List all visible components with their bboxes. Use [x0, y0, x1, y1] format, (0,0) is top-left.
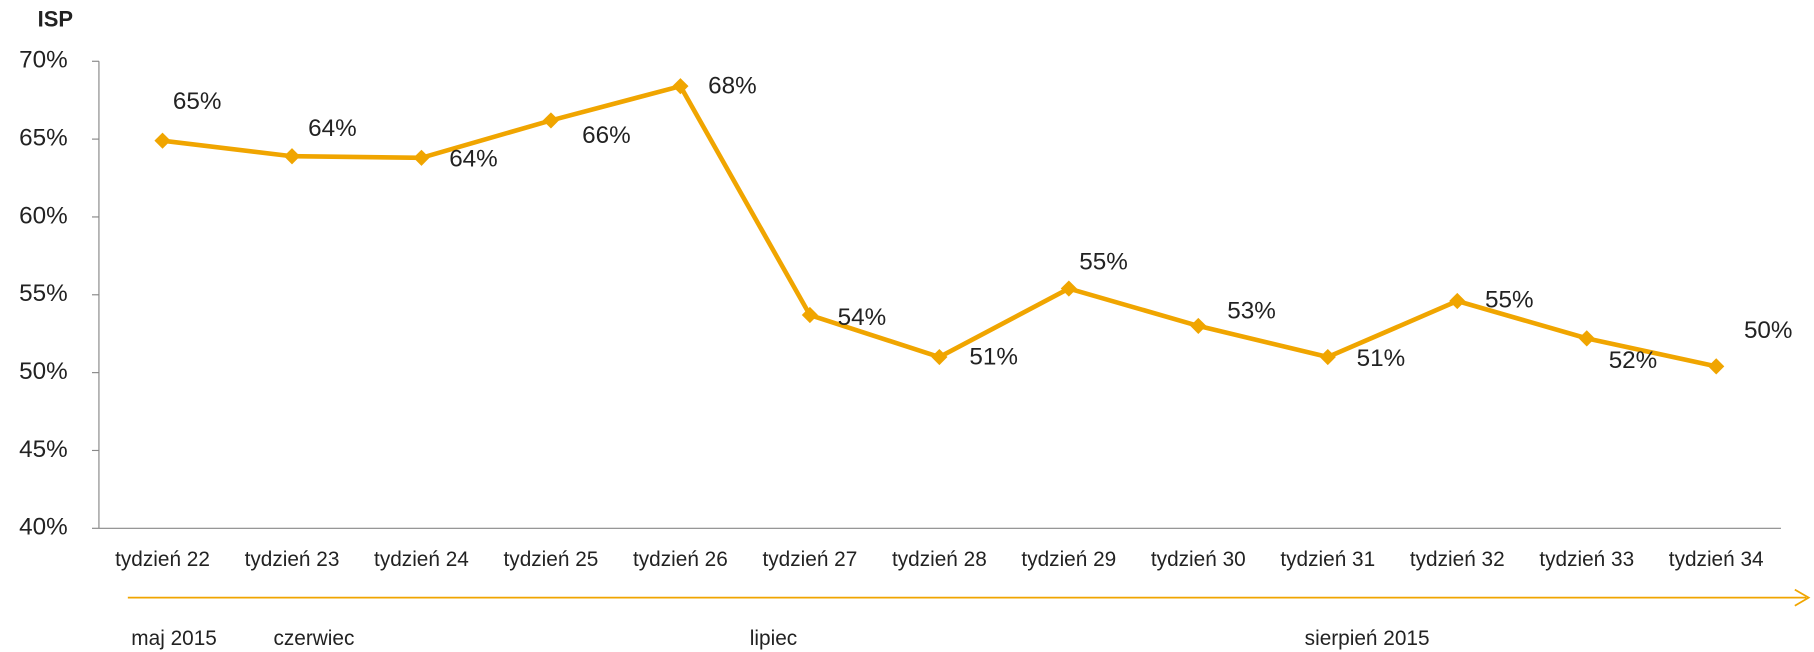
value-label: 55% — [1485, 286, 1534, 313]
value-label: 51% — [1357, 345, 1406, 372]
x-tick-label: tydzień 34 — [1669, 548, 1764, 571]
period-label: czerwiec — [273, 627, 354, 650]
x-tick-label: tydzień 27 — [762, 548, 857, 571]
value-label: 64% — [308, 115, 357, 142]
x-tick-label: tydzień 26 — [633, 548, 728, 571]
y-tick-label: 65% — [19, 125, 68, 152]
marker — [154, 132, 171, 149]
marker — [1708, 358, 1725, 375]
marker — [413, 149, 430, 166]
y-tick-label: 40% — [19, 514, 68, 541]
value-label: 50% — [1744, 317, 1793, 344]
marker — [1060, 280, 1077, 297]
value-label: 68% — [708, 73, 757, 100]
value-label: 51% — [969, 344, 1018, 371]
x-tick-label: tydzień 25 — [504, 548, 599, 571]
period-label: sierpień 2015 — [1305, 627, 1430, 650]
x-tick-label: tydzień 33 — [1539, 548, 1634, 571]
period-label: lipiec — [750, 627, 797, 650]
value-label: 54% — [838, 304, 887, 331]
marker — [1578, 330, 1595, 347]
x-tick-label: tydzień 24 — [374, 548, 469, 571]
x-tick-label: tydzień 22 — [115, 548, 210, 571]
x-tick-label: tydzień 28 — [892, 548, 987, 571]
x-tick-label: tydzień 29 — [1021, 548, 1116, 571]
y-tick-label: 50% — [19, 358, 68, 385]
marker — [931, 348, 948, 366]
value-label: 64% — [449, 146, 498, 173]
x-tick-label: tydzień 23 — [245, 548, 340, 571]
x-tick-label: tydzień 32 — [1410, 548, 1505, 571]
x-tick-label: tydzień 31 — [1280, 548, 1375, 571]
marker — [542, 112, 560, 129]
y-tick-label: 55% — [19, 280, 68, 307]
marker — [283, 148, 301, 165]
value-label: 55% — [1079, 249, 1128, 276]
value-label: 65% — [173, 88, 222, 115]
marker — [1190, 317, 1207, 335]
value-label: 52% — [1609, 347, 1658, 374]
arrow-head — [1794, 588, 1811, 607]
marker — [801, 306, 818, 324]
value-label: 66% — [582, 122, 631, 149]
marker — [672, 78, 689, 95]
y-tick-label: 60% — [19, 202, 68, 229]
y-tick-label: 45% — [19, 436, 68, 463]
marker — [1449, 292, 1466, 310]
period-label: maj 2015 — [131, 627, 217, 650]
line — [162, 83, 1717, 369]
y-tick-label: 70% — [19, 47, 68, 74]
value-label: 53% — [1227, 297, 1276, 324]
x-tick-label: tydzień 30 — [1151, 548, 1246, 571]
marker — [1319, 348, 1336, 366]
y-axis-label: ISP — [38, 7, 73, 32]
